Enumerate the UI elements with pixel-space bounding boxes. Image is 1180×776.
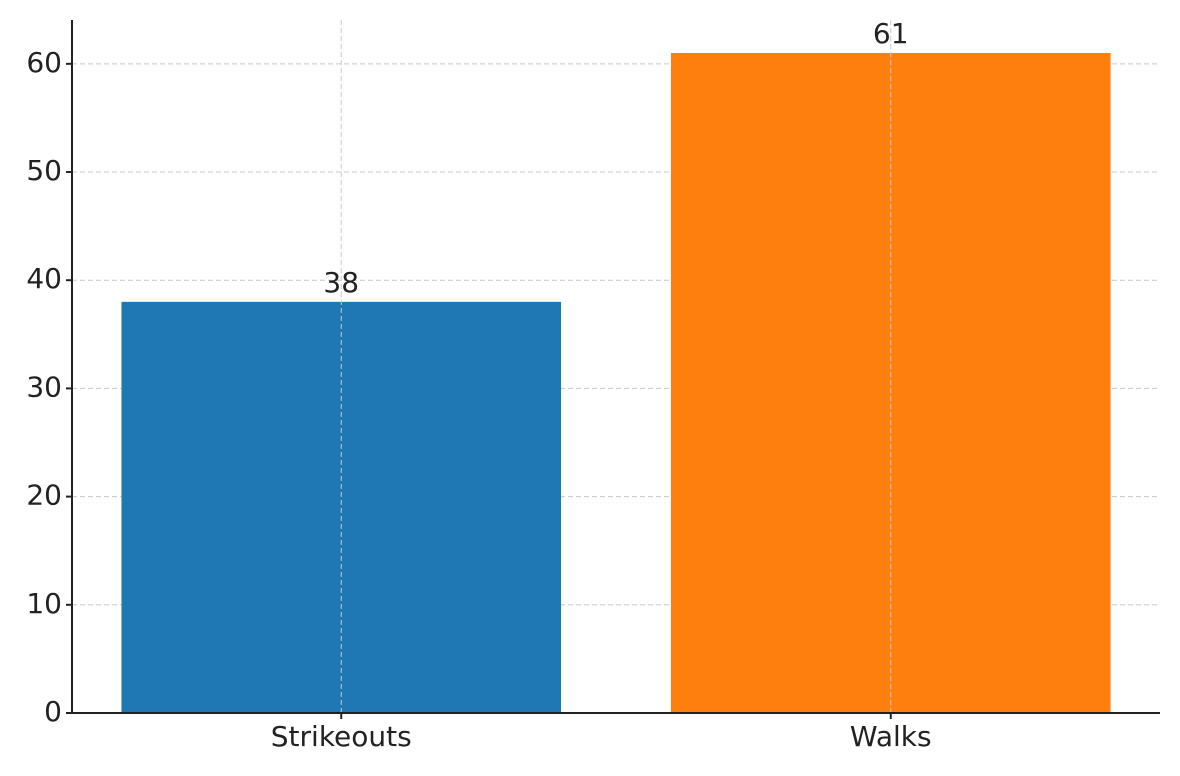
- y-tick-label: 40: [26, 262, 62, 295]
- bar: [121, 301, 562, 713]
- y-tick-label: 30: [26, 370, 62, 403]
- y-tick-label: 60: [26, 46, 62, 79]
- y-tick-label: 0: [44, 695, 62, 728]
- y-tick-label: 50: [26, 154, 62, 187]
- y-tick-label: 10: [26, 587, 62, 620]
- x-tick-label: Strikeouts: [271, 720, 412, 753]
- x-tick-label: Walks: [850, 720, 932, 753]
- y-tick-label: 20: [26, 479, 62, 512]
